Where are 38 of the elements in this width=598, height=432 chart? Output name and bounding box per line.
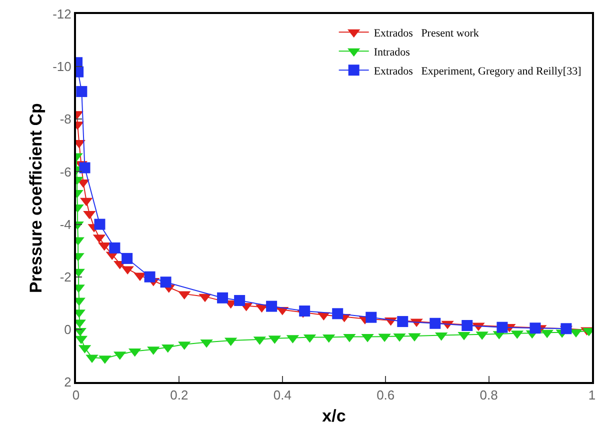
- point: [79, 162, 90, 174]
- y-tick-label: -10: [52, 59, 72, 74]
- point: [332, 308, 344, 320]
- point: [94, 218, 106, 230]
- point: [76, 86, 88, 98]
- x-tick-label: 1: [588, 388, 596, 403]
- point: [122, 252, 133, 264]
- point: [530, 322, 541, 334]
- x-tick-label: 0.4: [273, 388, 292, 403]
- x-tick-label: 0.2: [170, 388, 188, 403]
- point: [76, 336, 88, 344]
- x-tick-label: 0.8: [480, 388, 498, 403]
- y-tick-label: 0: [64, 322, 72, 337]
- point: [496, 322, 508, 333]
- point: [160, 276, 172, 288]
- legend-label: Intrados: [374, 46, 410, 58]
- point: [462, 320, 473, 331]
- y-tick-label: -4: [60, 216, 72, 232]
- legend-label: Extrados Experiment, Gregory and Reilly[33]: [374, 65, 582, 78]
- legend-label: Extrados Present work: [374, 27, 480, 40]
- point: [366, 312, 377, 323]
- y-tick-label: -12: [52, 6, 72, 22]
- point: [397, 316, 408, 328]
- point: [560, 323, 572, 334]
- x-tick-label: 0.6: [376, 388, 395, 403]
- y-tick-label: -8: [60, 112, 72, 127]
- point: [234, 295, 246, 306]
- y-tick-label: -2: [60, 269, 72, 284]
- point: [144, 271, 156, 282]
- y-tick-label: 2: [64, 374, 72, 390]
- x-axis-title: x/c: [322, 406, 346, 426]
- point: [430, 318, 441, 329]
- point: [299, 306, 310, 317]
- y-axis-title: Pressure coefficient Cp: [26, 103, 46, 293]
- point: [217, 292, 228, 304]
- point: [266, 300, 278, 312]
- y-tick-label: -6: [60, 164, 72, 180]
- point: [109, 242, 120, 254]
